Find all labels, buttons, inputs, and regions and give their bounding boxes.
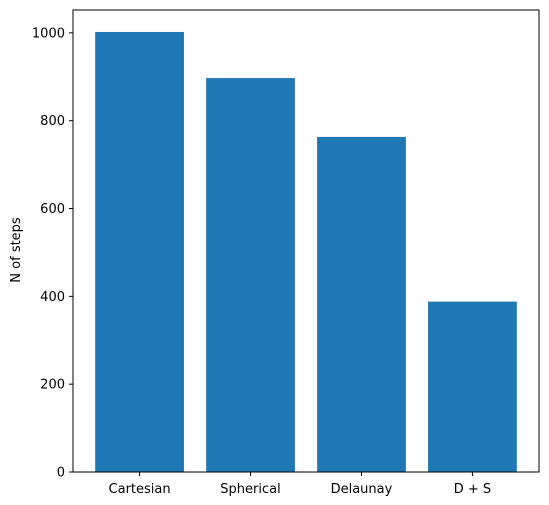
bars-group: [95, 31, 517, 473]
y-tick-label: 1000: [32, 26, 65, 41]
x-tick-label: D + S: [454, 482, 491, 497]
x-axis-ticks: Cartesian Spherical Delaunay D + S: [109, 472, 491, 497]
x-tick-label: Cartesian: [109, 482, 171, 497]
plot-frame: [72, 9, 540, 473]
bar-d-s: [428, 301, 517, 472]
y-axis-ticks: 0 200 400 600 800 1000: [32, 26, 73, 481]
y-tick-label: 800: [40, 114, 65, 129]
x-tick-label: Delaunay: [331, 482, 393, 497]
y-tick-label: 0: [57, 466, 65, 481]
x-tick-label: Spherical: [220, 482, 280, 497]
y-tick-label: 400: [40, 290, 65, 305]
bar-cartesian: [95, 31, 184, 473]
bar-delaunay: [317, 136, 406, 473]
y-axis-label: N of steps: [9, 217, 24, 283]
bar-spherical: [206, 78, 295, 472]
y-tick-label: 600: [40, 202, 65, 217]
y-tick-label: 200: [40, 378, 65, 393]
